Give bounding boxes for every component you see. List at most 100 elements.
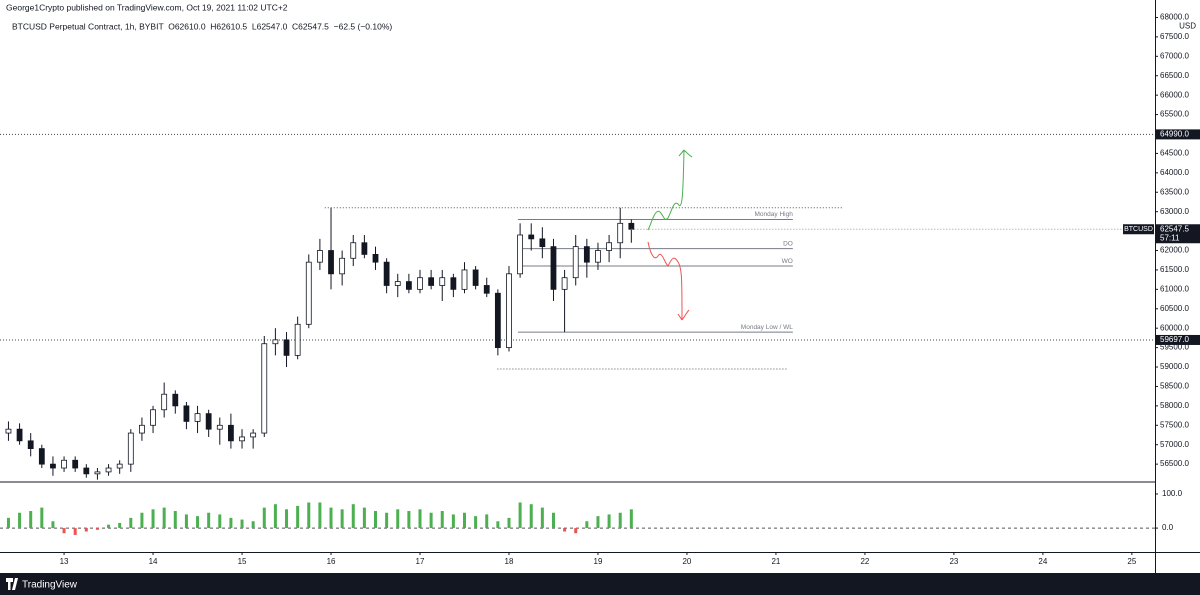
y-tick-label: 64000.0 [1160, 168, 1189, 177]
candle-body [94, 471, 101, 475]
level-label: WO [782, 258, 793, 265]
candle-body [628, 222, 635, 230]
x-tick-label: 15 [238, 557, 247, 566]
candle-body [316, 250, 323, 263]
oscillator-bar [563, 528, 567, 532]
x-tick-label: 17 [416, 557, 425, 566]
candle-body [139, 424, 145, 434]
y-tick-label: 64500.0 [1160, 149, 1189, 158]
price-tag [1156, 334, 1200, 345]
oscillator-bar [51, 521, 55, 529]
oscillator-bar [273, 504, 277, 529]
oscillator-bar [596, 516, 600, 529]
y-tick-label: 67500.0 [1160, 32, 1189, 41]
oscillator-bar [540, 507, 544, 529]
y-tick-label: 56500.0 [1160, 459, 1189, 468]
x-tick-label: 20 [682, 557, 691, 566]
price-pane: Monday High DO WO Monday Low / WL [0, 133, 1155, 480]
candle-body [27, 440, 34, 449]
footer-bar [0, 574, 1200, 595]
oscillator-bar [618, 512, 622, 529]
y-tick-label: 57000.0 [1160, 440, 1189, 449]
candle-body [161, 393, 168, 411]
candle-body [305, 261, 312, 325]
y-tick-label: 63000.0 [1160, 207, 1189, 216]
x-tick-label: 21 [771, 557, 780, 566]
candle-body [272, 339, 279, 345]
candle-body [539, 238, 546, 248]
x-tick-label: 19 [594, 557, 603, 566]
y-unit: USD [1179, 22, 1196, 31]
x-tick-label: 22 [860, 557, 869, 566]
candle-body [328, 250, 334, 275]
oscillator-bar [18, 512, 22, 529]
candle-body [72, 459, 79, 469]
candle-body [506, 273, 512, 349]
candle-body [494, 292, 501, 349]
candle-body [372, 253, 379, 263]
oscillator-bar [184, 514, 188, 529]
oscillator-bar [585, 521, 589, 529]
price-tag-label: 64990.0 [1160, 129, 1189, 138]
osc-y-tick-label: 100.0 [1162, 489, 1183, 498]
oscillator-bar [118, 522, 122, 529]
oscillator-bar [607, 514, 611, 529]
level-label: Monday Low / WL [741, 324, 793, 331]
candle-body [205, 413, 212, 430]
x-tick-label: 24 [1038, 557, 1047, 566]
candle-body [5, 428, 12, 434]
brand-name: TradingView [22, 580, 78, 591]
oscillator-bar [485, 514, 489, 529]
y-tick-label: 63500.0 [1160, 187, 1189, 196]
y-tick-label: 62000.0 [1160, 246, 1189, 255]
oscillator-bar [262, 507, 266, 529]
oscillator-bar [129, 517, 133, 529]
candle-body [517, 234, 524, 275]
candle-body [172, 393, 179, 407]
candle-body [617, 222, 624, 244]
y-tick-label: 59500.0 [1160, 343, 1189, 352]
candle-body [439, 277, 446, 286]
price-tag [1156, 129, 1200, 140]
oscillator-bar [385, 512, 389, 529]
y-tick-label: 57500.0 [1160, 420, 1189, 429]
oscillator-bar [151, 509, 155, 529]
y-tick-label: 61500.0 [1160, 265, 1189, 274]
oscillator-bar [507, 517, 511, 529]
osc-y-tick-label: 0.0 [1162, 523, 1174, 532]
candle-body [83, 467, 90, 475]
symbol-tag-label: BTCUSD [1124, 226, 1153, 233]
candle-body [483, 285, 490, 294]
oscillator-bar [518, 502, 522, 529]
x-tick-label: 23 [949, 557, 958, 566]
oscillator-bar [162, 507, 166, 529]
candle-body [595, 250, 601, 263]
candle-body [38, 448, 45, 465]
y-tick-label: 58000.0 [1160, 401, 1189, 410]
candle-body [428, 277, 435, 286]
oscillator-bar [285, 509, 289, 529]
candle-body [116, 463, 123, 469]
brand-icon-dot [14, 578, 18, 582]
y-tick-label: 60000.0 [1160, 323, 1189, 332]
candle-body [150, 409, 156, 426]
y-tick-label: 66000.0 [1160, 90, 1189, 99]
oscillator-bar [351, 504, 355, 529]
oscillator-bar [107, 524, 111, 529]
oscillator-bar [451, 514, 455, 529]
oscillator-pane [0, 502, 1155, 535]
candle-body [339, 257, 346, 275]
y-tick-label: 59000.0 [1160, 362, 1189, 371]
candle-body [528, 234, 535, 240]
candle-body [250, 432, 257, 438]
oscillator-bar [173, 511, 177, 529]
oscillator-bar [329, 507, 333, 529]
x-tick-label: 13 [60, 557, 69, 566]
countdown-label: 57:11 [1160, 233, 1180, 242]
candle-body [50, 463, 56, 469]
x-tick-label: 25 [1127, 557, 1136, 566]
oscillator-bar [474, 516, 478, 529]
oscillator-bar [374, 511, 378, 529]
last-price-label: 62547.5 [1160, 224, 1189, 233]
candle-body [361, 242, 368, 255]
